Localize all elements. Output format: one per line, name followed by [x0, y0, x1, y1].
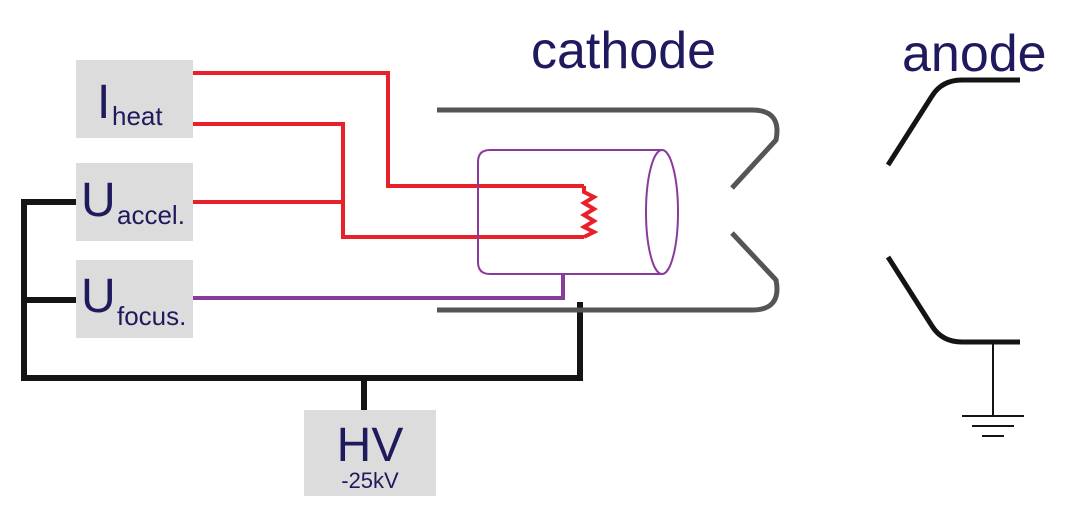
- hv-voltage-value: -25kV: [341, 468, 399, 493]
- cathode-housing-top: [437, 107, 780, 190]
- heater-wire-bottom: [193, 122, 584, 239]
- heat-current-symbol: I: [97, 76, 110, 129]
- heat-current-subscript: heat: [112, 101, 163, 131]
- hv-supply-box: [304, 410, 436, 496]
- filament-zigzag: [579, 186, 599, 239]
- wehnelt-cylinder: [477, 149, 662, 275]
- hv-wire-left: [21, 199, 583, 381]
- focus-voltage-symbol: U: [81, 270, 116, 323]
- anode-top: [885, 77, 1020, 167]
- focus-wire: [193, 274, 565, 300]
- focus-supply-box: [76, 260, 193, 338]
- accel-voltage-symbol: U: [81, 174, 116, 227]
- heat-supply-box: [76, 60, 193, 138]
- anode-label: anode: [902, 25, 1047, 83]
- cathode-housing-bottom: [437, 231, 780, 313]
- anode-bottom: [885, 255, 1020, 345]
- accel-voltage-subscript: accel.: [117, 200, 185, 230]
- focus-voltage-subscript: focus.: [117, 301, 186, 331]
- heater-wire-top: [193, 71, 584, 188]
- cathode-label: cathode: [531, 22, 716, 80]
- hv-label: HV: [337, 419, 404, 472]
- wehnelt-cylinder-end: [645, 149, 679, 275]
- ground-icon: [962, 342, 1024, 437]
- accel-supply-box: [76, 163, 193, 241]
